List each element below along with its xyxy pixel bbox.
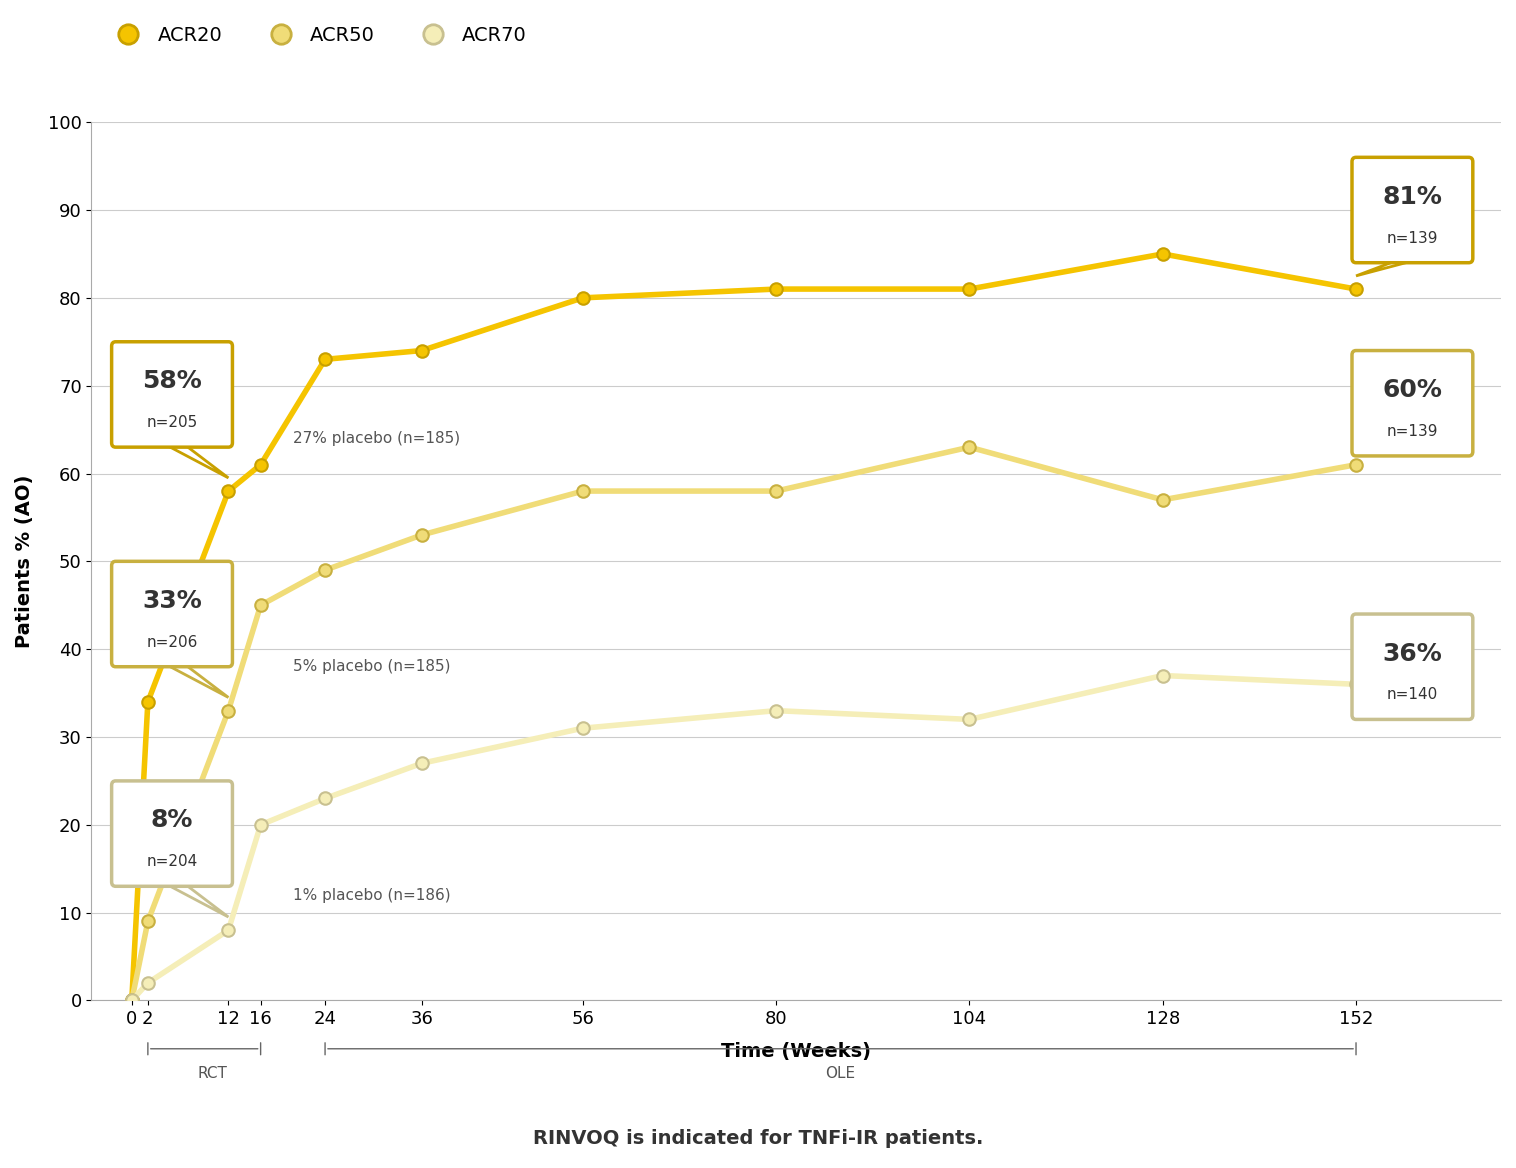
Polygon shape — [162, 882, 229, 917]
Polygon shape — [1355, 672, 1422, 715]
FancyBboxPatch shape — [1352, 350, 1474, 456]
Text: 5% placebo (n=185): 5% placebo (n=185) — [293, 659, 450, 674]
Polygon shape — [1355, 258, 1422, 276]
FancyBboxPatch shape — [112, 342, 232, 447]
Text: n=140: n=140 — [1387, 687, 1439, 702]
FancyBboxPatch shape — [112, 562, 232, 667]
Legend: ACR20, ACR50, ACR70: ACR20, ACR50, ACR70 — [102, 18, 535, 53]
Text: 81%: 81% — [1383, 185, 1442, 209]
Polygon shape — [162, 662, 229, 697]
Text: OLE: OLE — [826, 1066, 855, 1082]
Text: n=139: n=139 — [1387, 230, 1439, 245]
X-axis label: Time (Weeks): Time (Weeks) — [722, 1042, 872, 1061]
Text: 8%: 8% — [152, 808, 193, 833]
Text: n=206: n=206 — [147, 634, 197, 649]
Text: 58%: 58% — [143, 369, 202, 394]
Text: RCT: RCT — [197, 1066, 227, 1082]
Text: 60%: 60% — [1383, 378, 1442, 402]
Text: RINVOQ is indicated for TNFi-IR patients.: RINVOQ is indicated for TNFi-IR patients… — [532, 1129, 984, 1148]
Text: 1% placebo (n=186): 1% placebo (n=186) — [293, 888, 450, 903]
Text: n=205: n=205 — [147, 415, 197, 430]
Text: 36%: 36% — [1383, 641, 1442, 666]
Text: 27% placebo (n=185): 27% placebo (n=185) — [293, 431, 459, 446]
Text: n=204: n=204 — [147, 854, 197, 869]
Y-axis label: Patients % (AO): Patients % (AO) — [15, 474, 33, 648]
FancyBboxPatch shape — [112, 781, 232, 887]
Polygon shape — [162, 443, 229, 478]
Text: 33%: 33% — [143, 589, 202, 613]
Text: n=139: n=139 — [1387, 424, 1439, 439]
FancyBboxPatch shape — [1352, 158, 1474, 263]
FancyBboxPatch shape — [1352, 614, 1474, 719]
